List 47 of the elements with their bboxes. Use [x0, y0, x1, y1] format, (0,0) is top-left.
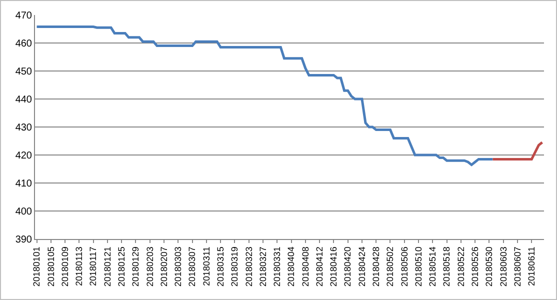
x-tick-label: 20180408 — [300, 246, 310, 287]
x-tick-label: 20180311 — [201, 246, 212, 286]
y-tick-label: 470 — [15, 10, 32, 22]
x-tick-label: 20180404 — [286, 246, 296, 287]
x-tick-label: 20180510 — [413, 246, 424, 287]
y-tick-label: 400 — [15, 206, 32, 218]
x-tick-label: 20180424 — [356, 246, 367, 287]
y-tick-label: 450 — [15, 66, 32, 78]
x-tick-label: 20180315 — [215, 246, 226, 287]
x-tick-label: 20180207 — [158, 246, 169, 287]
x-tick-label: 20180607 — [512, 246, 522, 287]
x-tick-label: 20180331 — [272, 246, 282, 287]
x-tick-label: 20180323 — [244, 246, 254, 287]
x-tick-label: 20180303 — [173, 246, 184, 287]
x-tick-label: 20180319 — [230, 246, 240, 287]
x-tick-label: 20180603 — [498, 246, 508, 287]
x-tick-label: 20180514 — [428, 246, 438, 287]
x-tick-label: 20180428 — [371, 246, 382, 287]
y-tick-label: 410 — [15, 178, 32, 190]
y-tick-label: 420 — [15, 150, 32, 162]
y-tick-label: 440 — [15, 94, 32, 106]
y-tick-label: 430 — [15, 122, 32, 134]
y-tick-label: 390 — [15, 234, 32, 246]
x-tick-label: 20180203 — [144, 246, 155, 287]
x-tick-label: 20180117 — [88, 246, 98, 286]
x-tick-label: 20180113 — [74, 246, 84, 286]
x-tick-label: 20180412 — [314, 246, 324, 287]
x-tick-label: 20180109 — [60, 246, 70, 287]
y-tick-label: 460 — [15, 38, 32, 50]
line-series — [36, 26, 494, 166]
x-tick-label: 20180611 — [526, 246, 537, 286]
x-tick-label: 20180518 — [442, 246, 452, 287]
x-tick-label: 20180101 — [32, 246, 42, 287]
x-tick-label: 20180502 — [385, 246, 396, 287]
x-tick-label: 20180125 — [116, 246, 127, 287]
x-tick-label: 20180506 — [399, 246, 410, 287]
x-tick-label: 20180307 — [187, 246, 198, 287]
x-tick-label: 20180105 — [46, 246, 56, 287]
x-tick-label: 20180416 — [328, 246, 339, 287]
x-tick-label: 20180129 — [130, 246, 141, 287]
line-series — [492, 141, 544, 160]
x-tick-label: 20180526 — [470, 246, 480, 287]
x-tick-label: 20180420 — [342, 246, 353, 287]
x-tick-label: 20180121 — [102, 246, 112, 287]
x-tick-label: 20180327 — [258, 246, 268, 287]
x-tick-label: 20180522 — [456, 246, 466, 287]
x-tick-label: 20180530 — [484, 246, 494, 287]
